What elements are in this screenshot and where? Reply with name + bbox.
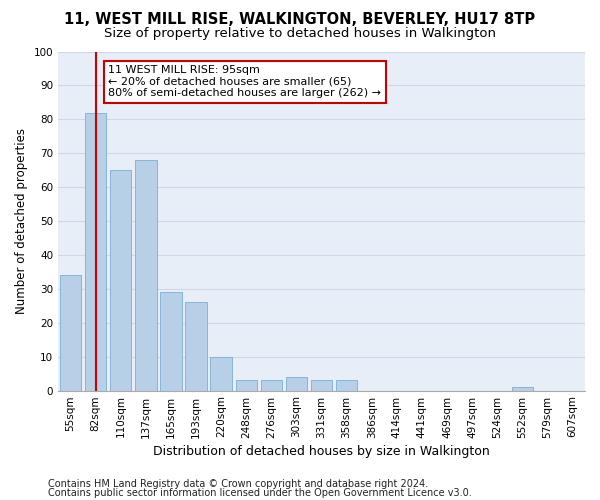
Y-axis label: Number of detached properties: Number of detached properties — [15, 128, 28, 314]
Bar — [185, 302, 207, 390]
Bar — [135, 160, 157, 390]
Bar — [110, 170, 131, 390]
X-axis label: Distribution of detached houses by size in Walkington: Distribution of detached houses by size … — [153, 444, 490, 458]
Bar — [311, 380, 332, 390]
Text: 11, WEST MILL RISE, WALKINGTON, BEVERLEY, HU17 8TP: 11, WEST MILL RISE, WALKINGTON, BEVERLEY… — [64, 12, 536, 28]
Bar — [60, 276, 81, 390]
Text: Contains public sector information licensed under the Open Government Licence v3: Contains public sector information licen… — [48, 488, 472, 498]
Bar — [512, 387, 533, 390]
Text: Size of property relative to detached houses in Walkington: Size of property relative to detached ho… — [104, 28, 496, 40]
Bar — [236, 380, 257, 390]
Text: 11 WEST MILL RISE: 95sqm
← 20% of detached houses are smaller (65)
80% of semi-d: 11 WEST MILL RISE: 95sqm ← 20% of detach… — [108, 65, 381, 98]
Text: Contains HM Land Registry data © Crown copyright and database right 2024.: Contains HM Land Registry data © Crown c… — [48, 479, 428, 489]
Bar — [286, 377, 307, 390]
Bar — [160, 292, 182, 390]
Bar — [260, 380, 282, 390]
Bar — [211, 356, 232, 390]
Bar — [85, 112, 106, 390]
Bar — [336, 380, 357, 390]
